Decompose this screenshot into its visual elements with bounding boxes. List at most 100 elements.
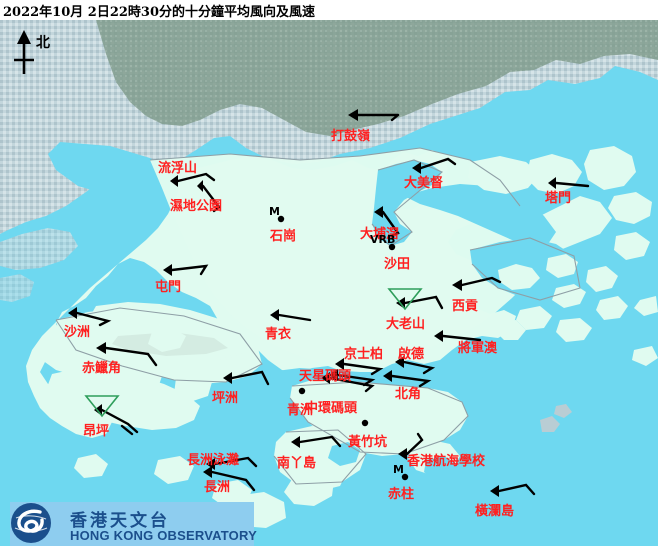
lamma-islet xyxy=(312,466,346,490)
arrowhead-central-pier xyxy=(321,372,330,384)
barb-tseung-kwan-o xyxy=(441,334,482,342)
arrowhead-tuen-mun xyxy=(163,264,172,276)
sha-chau-island xyxy=(148,328,186,352)
map-canvas: 北 打鼓嶺 流浮山 濕地公園 M 石崗 大美督 塔門 大埔滘 VRB 沙田 屯門 沙洲 赤鱲角 昂坪 青衣 大… xyxy=(0,20,658,546)
station-label-9: 沙洲 xyxy=(64,325,91,340)
station-label-29: 橫瀾島 xyxy=(475,504,515,519)
barb-peng-chau xyxy=(230,370,270,386)
barb-tuen-mun xyxy=(170,264,209,276)
barb-tap-mun xyxy=(554,181,590,188)
north-arrow-head xyxy=(17,30,31,44)
arrowhead-tap-mun xyxy=(548,177,556,189)
arrowhead-sha-chau xyxy=(68,307,77,319)
arrowhead-lau-fau-shan xyxy=(170,175,178,187)
station-label-18: 天星碼頭 xyxy=(299,369,352,384)
arrowhead-cheung-chau-beach xyxy=(206,458,215,470)
arrowhead-waglan xyxy=(490,485,499,497)
hko-logo: 香港天文台 HONG KONG OBSERVATORY xyxy=(10,502,257,546)
barb-north-point xyxy=(390,374,432,388)
barb-sai-kung xyxy=(460,276,502,287)
arrowhead-north-point xyxy=(383,370,392,382)
se-islet-2 xyxy=(554,404,572,418)
east-islet-2 xyxy=(632,346,658,366)
arrowhead-sai-kung xyxy=(452,279,462,291)
station-label-12: 青衣 xyxy=(265,327,292,342)
gust-triangle-ngong-ping xyxy=(84,395,120,418)
arrowhead-wetland-park xyxy=(197,180,203,192)
sai-kung-island-6 xyxy=(516,306,552,330)
title-bar: 2022年10月 2日22時30分的十分鐘平均風向及風速 xyxy=(0,0,658,20)
cheung-chau-island xyxy=(154,456,194,484)
sai-kung-island-3 xyxy=(552,284,586,308)
north-label: 北 xyxy=(36,35,50,51)
station-label-24: 南丫島 xyxy=(277,456,317,471)
station-label-19: 北角 xyxy=(395,387,422,402)
sai-kung-island-2 xyxy=(546,254,578,278)
station-label-2: 濕地公園 xyxy=(170,199,223,214)
logo-english-name: HONG KONG OBSERVATORY xyxy=(70,528,257,543)
dot-green-island xyxy=(298,387,306,395)
tolo-channel-water xyxy=(404,184,556,246)
sai-kung-island-7 xyxy=(556,318,592,342)
station-label-23: 黃竹坑 xyxy=(348,435,388,450)
dot-wong-chuk-hang xyxy=(361,419,369,427)
barb-wetland-park xyxy=(201,184,221,213)
barb-tai-mei-tuk xyxy=(419,157,457,170)
arrowhead-tsing-yi xyxy=(270,309,279,321)
arrowhead-kai-tak xyxy=(395,356,404,368)
station-label-21: 青洲 xyxy=(287,403,314,418)
station-label-1: 流浮山 xyxy=(158,161,198,176)
station-label-7: 沙田 xyxy=(384,257,411,272)
mainland-vegetation xyxy=(96,20,658,136)
arrowhead-chek-lap-kok xyxy=(96,342,106,354)
dot-sha-tin xyxy=(388,243,396,251)
dot-stanley xyxy=(401,473,409,481)
small-island-west xyxy=(74,454,108,478)
station-label-25: 長洲泳灘 xyxy=(187,453,240,468)
station-label-26: 長洲 xyxy=(204,480,231,495)
logo-chinese-name: 香港天文台 xyxy=(70,511,170,531)
arrowhead-peng-chau xyxy=(223,372,232,384)
sai-kung-island-5 xyxy=(596,296,628,320)
station-label-22: 坪洲 xyxy=(212,391,239,406)
barb-chek-lap-kok xyxy=(104,346,158,367)
arrowhead-tai-mei-tuk xyxy=(412,162,421,174)
se-islet-1 xyxy=(540,416,560,432)
station-label-17: 將軍澳 xyxy=(458,341,498,356)
arrowhead-cheung-chau xyxy=(203,466,212,478)
arrowhead-star-ferry xyxy=(329,369,338,381)
barb-ngong-ping xyxy=(100,408,139,436)
page-title: 2022年10月 2日22時30分的十分鐘平均風向及風速 xyxy=(3,5,316,20)
arrowhead-sea-school xyxy=(398,448,407,460)
station-label-8: 屯門 xyxy=(155,280,182,295)
plover-cove-island xyxy=(584,146,636,190)
barb-ta-kwu-ling xyxy=(356,113,400,122)
map-geography xyxy=(0,20,658,546)
barb-kings-park xyxy=(342,362,384,376)
mainland-islet xyxy=(0,274,34,302)
arrowhead-kings-park xyxy=(335,358,344,370)
station-label-3: 石崗 xyxy=(270,229,297,244)
arrowhead-tai-po-kau xyxy=(374,206,383,218)
barb-lau-fau-shan xyxy=(176,172,216,183)
dot-shek-kong xyxy=(277,215,285,223)
arrowhead-tseung-kwan-o xyxy=(434,330,443,342)
gust-triangle-layer xyxy=(84,288,423,418)
barb-sha-chau xyxy=(75,311,112,327)
station-flag-7: VRB xyxy=(370,233,396,246)
station-label-16: 啟德 xyxy=(398,347,425,362)
barb-tai-po-kau xyxy=(381,210,400,238)
station-label-0: 打鼓嶺 xyxy=(331,129,371,144)
east-islet xyxy=(634,296,658,316)
station-label-15: 京士柏 xyxy=(344,347,384,362)
station-label-27: 香港航海學校 xyxy=(407,454,486,469)
barb-cheung-chau xyxy=(210,470,256,492)
wind-barb-layer xyxy=(75,113,590,496)
barb-tsing-yi xyxy=(277,313,312,322)
station-label-11: 昂坪 xyxy=(83,424,110,439)
station-label-10: 赤鱲角 xyxy=(82,361,122,376)
hei-ling-chau xyxy=(152,392,190,420)
sai-kung-island-8 xyxy=(496,320,526,340)
north-arrow: 北 xyxy=(6,28,66,80)
